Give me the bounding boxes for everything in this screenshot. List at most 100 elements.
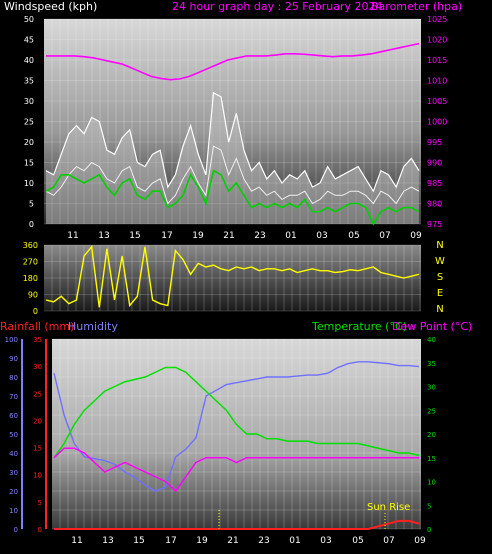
temp-series (53, 361, 420, 530)
humidity-y-tick: 70 (9, 393, 18, 401)
wind-x-tick: 07 (379, 231, 390, 241)
wind-x-tick: 21 (223, 231, 234, 241)
barometer-y-tick: 1005 (427, 97, 447, 106)
humidity-y-tick: 90 (9, 355, 18, 363)
barometer-y-tick: 990 (427, 159, 442, 168)
temp-y-tick: 15 (427, 455, 436, 463)
barometer-y-tick: 1015 (427, 56, 447, 65)
wind-y-tick: 30 (24, 97, 34, 106)
temp-y-tick: 40 (427, 336, 436, 344)
wind-x-tick: 01 (285, 231, 296, 241)
wind-y-tick: 40 (24, 56, 34, 65)
direction-series (45, 245, 420, 308)
dewpoint-line (53, 447, 419, 493)
temp-x-tick: 05 (352, 536, 363, 546)
wind-y-tick: 15 (24, 159, 34, 168)
temp-x-tick: 07 (383, 536, 394, 546)
barometer-y-tick: 975 (427, 220, 442, 229)
humidity-line (53, 361, 420, 492)
wind-y-tick: 25 (24, 118, 34, 127)
direction-y-tick: 360 (23, 241, 38, 250)
rain-y-tick: 20 (33, 417, 42, 425)
rain-y-tick: 25 (33, 390, 42, 398)
compass-label: W (435, 256, 445, 267)
barometer-y-tick: 1000 (427, 118, 447, 127)
wind-average-line (45, 169, 420, 226)
wind-x-tick: 17 (161, 231, 172, 241)
graph-title: 24 hour graph day : 25 February 2024 (172, 0, 383, 13)
wind-speed-line (45, 145, 420, 205)
wind-y-tick: 10 (24, 179, 34, 188)
compass-label: N (436, 304, 443, 315)
humidity-y-tick: 20 (9, 488, 18, 496)
compass-label: N (436, 240, 443, 251)
barometer-y-tick: 1010 (427, 77, 447, 86)
humidity-y-tick: 30 (9, 469, 18, 477)
barometer-y-tick: 985 (427, 179, 442, 188)
wind-y-tick: 5 (29, 200, 34, 209)
barometer-y-tick: 1025 (427, 15, 447, 24)
temp-x-tick: 15 (133, 536, 144, 546)
temp-y-tick: 35 (427, 360, 436, 368)
barometer-y-tick: 980 (427, 200, 442, 209)
wind-y-tick: 45 (24, 36, 34, 45)
temp-y-tick: 20 (427, 431, 436, 439)
wind-y-tick: 0 (29, 220, 34, 229)
wind-gust-line (45, 91, 420, 193)
dewpoint-label: Dew Point (°C) (392, 320, 472, 333)
barometer-y-tick: 1020 (427, 36, 447, 45)
wind-x-tick: 19 (192, 231, 204, 241)
temp-panel-bg (52, 339, 421, 529)
wind-y-tick: 50 (24, 15, 34, 24)
humidity-y-tick: 50 (9, 431, 18, 439)
wind-y-tick: 20 (24, 138, 34, 147)
wind-x-tick: 09 (410, 231, 422, 241)
temperature-line (53, 366, 420, 459)
wind-gust-area (46, 92, 419, 224)
temp-x-tick: 17 (165, 536, 176, 546)
humidity-y-tick: 100 (5, 336, 18, 344)
barometer-label: Barometer (hpa) (371, 0, 462, 13)
rain-y-tick: 10 (33, 472, 42, 480)
windspeed-label: Windspeed (kph) (4, 0, 97, 13)
rainfall-label: Rainfall (mm) (0, 320, 74, 333)
barometer-line (46, 42, 420, 81)
direction-y-tick: 180 (23, 274, 38, 283)
temp-x-tick: 23 (258, 536, 269, 546)
rain-y-tick: 15 (33, 445, 42, 453)
temp-x-tick: 19 (196, 536, 208, 546)
wind-x-tick: 03 (316, 231, 327, 241)
temp-x-tick: 03 (320, 536, 331, 546)
temp-y-tick: 25 (427, 407, 436, 415)
rainfall-line (54, 519, 420, 530)
humidity-y-tick: 10 (9, 507, 18, 515)
barometer-y-tick: 995 (427, 138, 442, 147)
direction-y-tick: 270 (23, 258, 38, 267)
humidity-y-tick: 40 (9, 450, 18, 458)
direction-y-tick: 0 (33, 307, 38, 316)
rain-y-tick: 0 (38, 526, 42, 534)
direction-line (45, 245, 420, 308)
wind-y-tick: 35 (24, 77, 34, 86)
wind-x-tick: 15 (129, 231, 140, 241)
humidity-label: Humidity (68, 320, 118, 333)
temp-x-tick: 11 (71, 536, 82, 546)
humidity-y-tick: 0 (14, 526, 18, 534)
temperature-label: Temperature (°C) (311, 320, 407, 333)
direction-y-tick: 90 (28, 291, 38, 300)
rain-y-tick: 35 (33, 336, 42, 344)
wind-x-tick: 23 (254, 231, 265, 241)
temp-x-tick: 13 (102, 536, 113, 546)
temp-x-tick: 21 (227, 536, 238, 546)
wind-x-tick: 11 (67, 231, 78, 241)
compass-label: E (437, 288, 443, 299)
direction-panel-bg (44, 245, 421, 311)
rain-y-tick: 5 (38, 499, 42, 507)
temp-y-tick: 30 (427, 384, 436, 392)
wind-x-tick: 05 (348, 231, 359, 241)
wind-x-tick: 13 (98, 231, 109, 241)
rain-y-tick: 30 (33, 363, 42, 371)
temp-y-tick: 5 (427, 502, 431, 510)
wind-series (45, 42, 420, 226)
